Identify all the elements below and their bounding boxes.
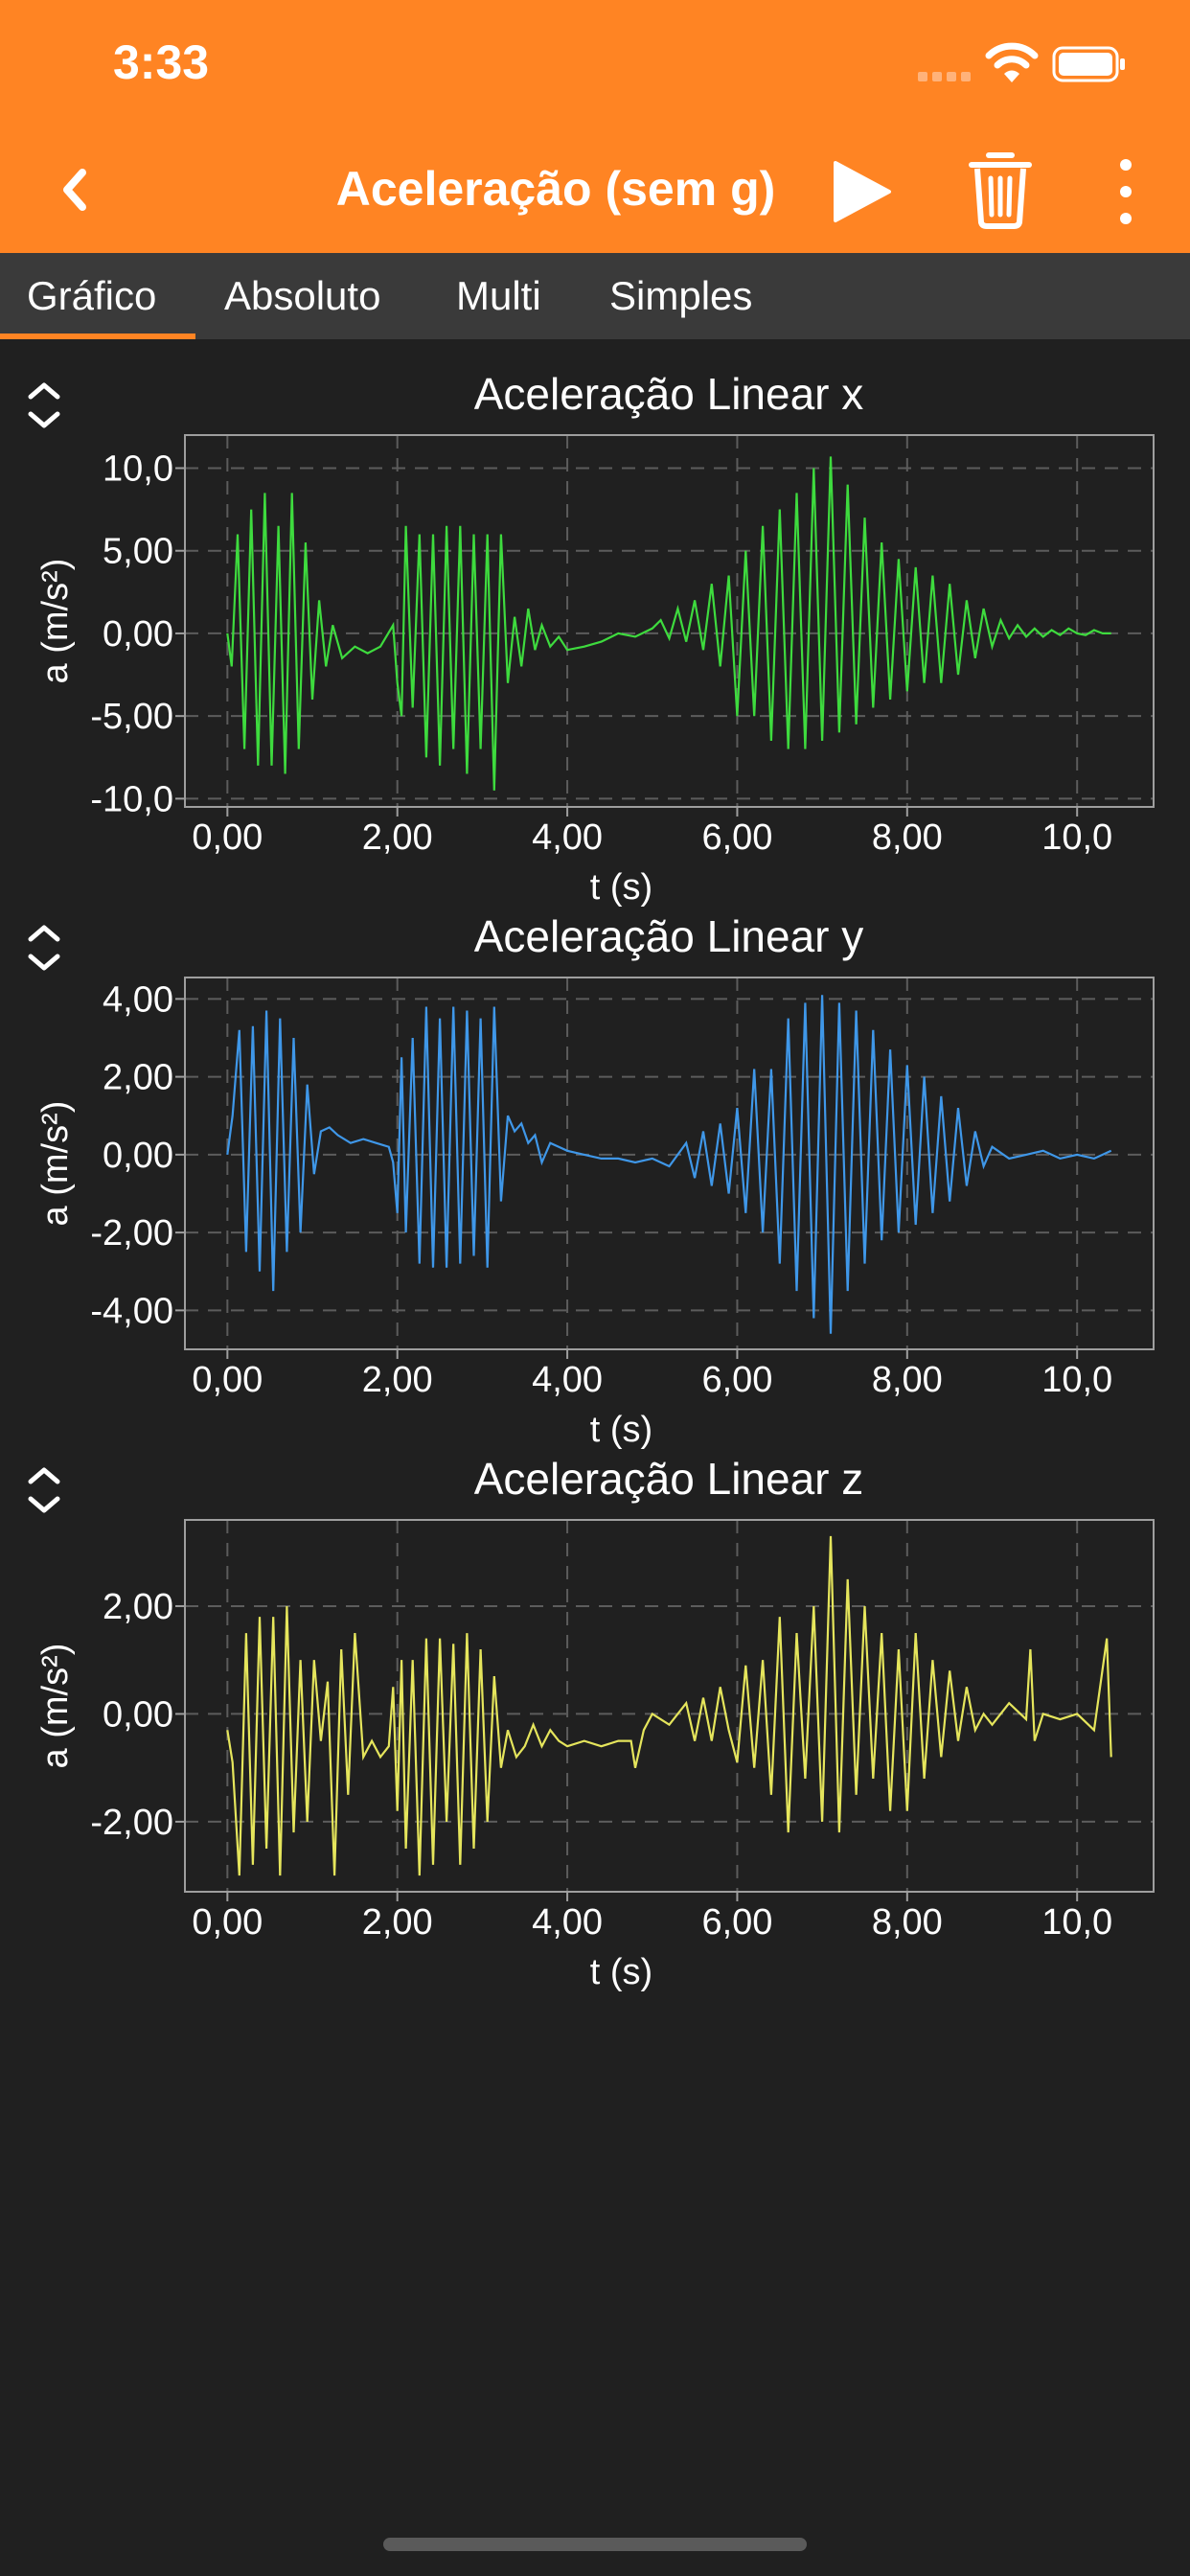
- x-tick-label: 6,00: [701, 1360, 772, 1400]
- y-tick-label: 5,00: [103, 532, 173, 572]
- battery-icon: [1052, 46, 1125, 82]
- y-tick-label: 10,0: [103, 448, 173, 489]
- y-axis-label: a (m/s²): [35, 1101, 76, 1227]
- y-tick-label: 0,00: [103, 614, 173, 655]
- tab-grafico[interactable]: Gráfico: [27, 273, 157, 318]
- expand-collapse-icon[interactable]: [21, 1460, 67, 1522]
- x-tick-label: 0,00: [192, 1360, 263, 1400]
- plot-frame: [184, 434, 1155, 808]
- graph-y: 4,00 2,00 0,00 -2,00 -4,00 0,00 2,00 4,00 6,00 8…: [0, 908, 1190, 1451]
- x-tick-label: 2,00: [362, 1902, 433, 1943]
- plot-frame: [184, 1519, 1155, 1893]
- more-vertical-icon[interactable]: [1102, 153, 1150, 230]
- x-tick-label: 8,00: [872, 1902, 943, 1943]
- tab-multi[interactable]: Multi: [456, 273, 541, 318]
- graph-title: Aceleração Linear x: [473, 369, 864, 419]
- status-bar: 3:33: [0, 0, 1190, 125]
- series-line: [226, 995, 1112, 1334]
- y-axis-label: a (m/s²): [35, 559, 76, 684]
- graph-title: Aceleração Linear z: [473, 1454, 864, 1504]
- expand-collapse-icon[interactable]: [21, 376, 67, 437]
- graph-x: 10,0 5,00 0,00 -5,00 -10,0 0,00 2,00 4,00 6,00 8…: [0, 366, 1190, 908]
- status-time: 3:33: [113, 35, 210, 89]
- x-tick-label: 4,00: [532, 817, 603, 858]
- chevron-left-icon[interactable]: [38, 151, 115, 228]
- y-axis-label: a (m/s²): [35, 1644, 76, 1769]
- series-line: [226, 456, 1111, 791]
- x-tick-label: 8,00: [872, 1360, 943, 1400]
- wifi-icon: [985, 42, 1039, 82]
- series-line: [226, 1535, 1112, 1876]
- x-axis-label: t (s): [590, 1410, 652, 1450]
- x-tick-label: 10,0: [1041, 1360, 1112, 1400]
- tab-simples[interactable]: Simples: [609, 273, 753, 318]
- trash-icon[interactable]: [962, 148, 1039, 230]
- x-tick-label: 4,00: [532, 1902, 603, 1943]
- x-tick-label: 4,00: [532, 1360, 603, 1400]
- plot-frame: [184, 977, 1155, 1350]
- x-tick-label: 6,00: [701, 1902, 772, 1943]
- play-icon[interactable]: [822, 153, 899, 230]
- expand-collapse-icon[interactable]: [21, 918, 67, 979]
- graph-x-svg: 10,0 5,00 0,00 -5,00 -10,0 0,00 2,00 4,00 6,00 8…: [35, 434, 1155, 908]
- tab-absoluto[interactable]: Absoluto: [224, 273, 381, 318]
- signal-icon: [918, 72, 971, 81]
- x-tick-label: 10,0: [1041, 1902, 1112, 1943]
- y-tick-label: -2,00: [90, 1213, 173, 1254]
- home-indicator: [383, 2538, 807, 2551]
- tab-indicator: [0, 334, 195, 339]
- x-tick-label: 8,00: [872, 817, 943, 858]
- y-tick-label: -5,00: [90, 697, 173, 737]
- y-tick-label: -10,0: [90, 779, 173, 819]
- x-tick-label: 2,00: [362, 817, 433, 858]
- y-tick-label: -4,00: [90, 1291, 173, 1331]
- app-title: Aceleração (sem g): [335, 162, 776, 216]
- graph-z-svg: 2,00 0,00 -2,00 0,00 2,00 4,00 6,00 8,00 10,0 a…: [35, 1519, 1155, 1992]
- y-tick-label: 2,00: [103, 1058, 173, 1098]
- graph-z: 2,00 0,00 -2,00 0,00 2,00 4,00 6,00 8,00 10,0 a…: [0, 1451, 1190, 1993]
- x-axis-label: t (s): [590, 1952, 652, 1992]
- x-tick-label: 10,0: [1041, 817, 1112, 858]
- y-tick-label: -2,00: [90, 1803, 173, 1843]
- graph-title: Aceleração Linear y: [473, 911, 864, 961]
- x-axis-label: t (s): [590, 867, 652, 908]
- graph-y-svg: 4,00 2,00 0,00 -2,00 -4,00 0,00 2,00 4,00 6,00 8…: [35, 977, 1155, 1450]
- y-tick-label: 0,00: [103, 1136, 173, 1176]
- y-tick-label: 2,00: [103, 1587, 173, 1627]
- x-tick-label: 0,00: [192, 817, 263, 858]
- y-tick-label: 4,00: [103, 979, 173, 1020]
- app-bar: Aceleração (sem g): [0, 125, 1190, 253]
- x-tick-label: 0,00: [192, 1902, 263, 1943]
- y-tick-label: 0,00: [103, 1694, 173, 1735]
- tab-bar: Gráfico Absoluto Multi Simples: [0, 253, 1190, 339]
- x-tick-label: 2,00: [362, 1360, 433, 1400]
- x-tick-label: 6,00: [701, 817, 772, 858]
